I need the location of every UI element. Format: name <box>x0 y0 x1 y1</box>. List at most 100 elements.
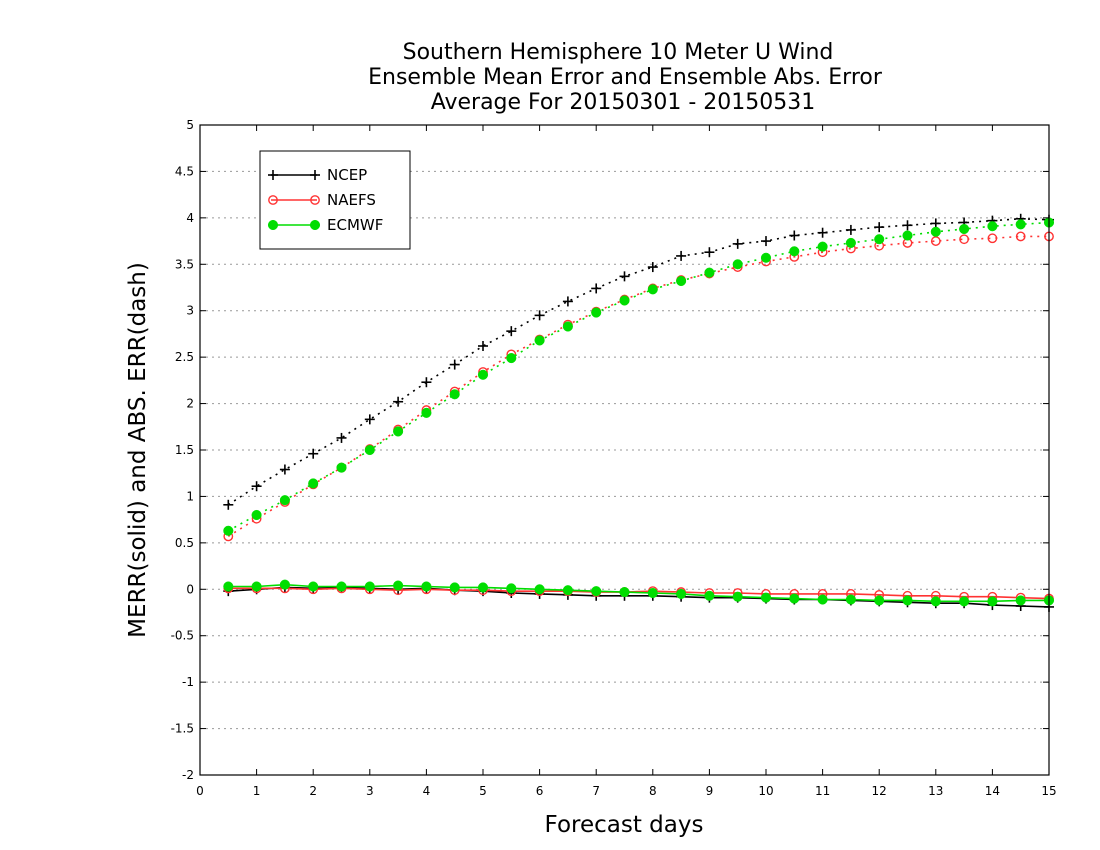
ncep-abs-error-point <box>506 326 517 337</box>
ecmwf-abs-error-point <box>336 462 347 473</box>
y-tick-label: -1.5 <box>171 722 194 736</box>
x-tick-label: 15 <box>1041 784 1056 798</box>
ecmwf-abs-error-point <box>393 426 404 437</box>
ecmwf-abs-error-point <box>421 407 432 418</box>
ecmwf-abs-error-point <box>1015 219 1026 230</box>
ecmwf-abs-error-point <box>534 335 545 346</box>
ecmwf-mean-error-point <box>336 581 347 592</box>
ecmwf-abs-error-point <box>364 444 375 456</box>
y-tick-label: 2.5 <box>175 350 194 364</box>
ecmwf-mean-error-point <box>619 587 630 598</box>
ecmwf-abs-error-point <box>506 353 517 364</box>
ncep-abs-error-point <box>789 230 800 241</box>
legend-naefs-label: NAEFS <box>327 191 376 209</box>
ecmwf-abs-error-point <box>817 241 828 252</box>
ecmwf-mean-error-point <box>789 593 800 604</box>
x-tick-label: 13 <box>928 784 943 798</box>
y-tick-label: 4 <box>186 211 194 225</box>
ecmwf-mean-error-point <box>902 595 913 606</box>
title-line-2: Ensemble Mean Error and Ensemble Abs. Er… <box>368 65 883 90</box>
x-tick-label: 5 <box>479 784 487 798</box>
y-tick-label: 0.5 <box>175 536 194 550</box>
ecmwf-mean-error-point <box>534 584 545 595</box>
ecmwf-mean-error-point <box>421 581 432 592</box>
ncep-abs-error-point <box>591 283 602 294</box>
ncep-abs-error-point <box>619 271 630 282</box>
x-tick-label: 7 <box>592 784 600 798</box>
y-tick-label: 5 <box>186 118 194 132</box>
naefs-abs-error-point <box>987 233 998 244</box>
legend-ecmwf-marker-start <box>267 219 279 231</box>
ecmwf-abs-error-point <box>647 284 658 295</box>
ecmwf-abs-error-point <box>279 495 290 506</box>
axis-ticks <box>199 124 1050 776</box>
y-tick-label: -1 <box>182 675 194 689</box>
y-tick-label: -2 <box>182 768 194 782</box>
y-tick-label: 3.5 <box>175 257 194 271</box>
legend-naefs-marker-end <box>310 195 320 205</box>
y-tick-label: 1.5 <box>175 443 194 457</box>
x-tick-label: 10 <box>758 784 773 798</box>
ecmwf-mean-error-point <box>845 594 856 605</box>
ncep-abs-error-point <box>308 448 319 459</box>
y-tick-labels: -2 -1.5 -1 -0.5 0 0.5 1 1.5 2 2.5 3 3.5 4 4.5 5 <box>171 118 194 782</box>
ecmwf-mean-error-point <box>930 596 941 607</box>
ecmwf-abs-error-point <box>251 509 262 521</box>
ecmwf-abs-error-point <box>732 259 743 270</box>
ecmwf-abs-error-point <box>930 226 941 237</box>
ncep-abs-error-point <box>817 227 828 238</box>
legend: NCEP NAEFS ECMWF <box>259 150 411 250</box>
x-tick-labels: 0 1 2 3 4 5 6 7 8 9 10 11 12 13 14 15 <box>196 784 1056 798</box>
ecmwf-mean-error-point <box>732 591 743 602</box>
legend-ncep-marker-end <box>310 170 320 180</box>
series-lines <box>223 213 1055 612</box>
ncep-abs-error-point <box>421 377 432 388</box>
ecmwf-abs-error-point <box>845 237 856 248</box>
ncep-abs-error-point <box>647 262 658 273</box>
x-tick-label: 0 <box>196 784 204 798</box>
ecmwf-mean-error-point <box>704 590 715 601</box>
ecmwf-mean-error-point <box>477 582 489 593</box>
ncep-abs-error-point <box>704 247 715 258</box>
ecmwf-mean-error-point <box>506 583 517 594</box>
x-tick-label: 2 <box>309 784 317 798</box>
ncep-abs-error-point <box>364 414 375 425</box>
ecmwf-mean-error-point <box>676 588 687 599</box>
x-tick-label: 9 <box>706 784 714 798</box>
legend-ncep-label: NCEP <box>327 166 367 184</box>
ecmwf-abs-error-point <box>704 267 715 278</box>
ecmwf-abs-error-point <box>789 246 800 257</box>
ecmwf-mean-error-point <box>959 596 970 607</box>
ecmwf-abs-error-point <box>874 234 885 245</box>
ncep-abs-error-point <box>676 250 687 261</box>
x-tick-label: 4 <box>423 784 431 798</box>
ecmwf-mean-error-point <box>364 581 375 592</box>
legend-ecmwf-marker-end <box>309 219 321 231</box>
ncep-abs-error-point <box>251 481 262 492</box>
y-tick-label: 0 <box>186 582 194 596</box>
y-tick-label: -0.5 <box>171 629 194 643</box>
ecmwf-abs-error-point <box>902 230 913 241</box>
x-tick-label: 8 <box>649 784 657 798</box>
ecmwf-mean-error-point <box>393 580 404 591</box>
ncep-abs-error-point <box>393 396 404 407</box>
ncep-abs-error-point <box>478 341 488 351</box>
ecmwf-mean-error-point <box>647 587 658 599</box>
x-tick-label: 14 <box>985 784 1000 798</box>
ecmwf-mean-error-point <box>817 594 828 605</box>
y-axis-label: MERR(solid) and ABS. ERR(dash) <box>125 262 151 638</box>
ncep-abs-error-point <box>279 464 290 475</box>
y-tick-label: 1 <box>186 489 194 503</box>
legend-ecmwf-label: ECMWF <box>327 216 383 234</box>
ecmwf-abs-error-point <box>449 389 460 400</box>
x-tick-label: 11 <box>815 784 830 798</box>
ncep-abs-error-point <box>223 499 234 510</box>
ecmwf-abs-error-point <box>591 307 602 318</box>
ecmwf-mean-error-point <box>223 581 234 592</box>
ecmwf-abs-error-point <box>959 223 970 235</box>
ecmwf-mean-error-point <box>591 586 602 597</box>
ecmwf-mean-error-point <box>449 582 460 593</box>
ncep-abs-error-point <box>902 220 913 231</box>
ncep-abs-error-point <box>449 359 460 370</box>
